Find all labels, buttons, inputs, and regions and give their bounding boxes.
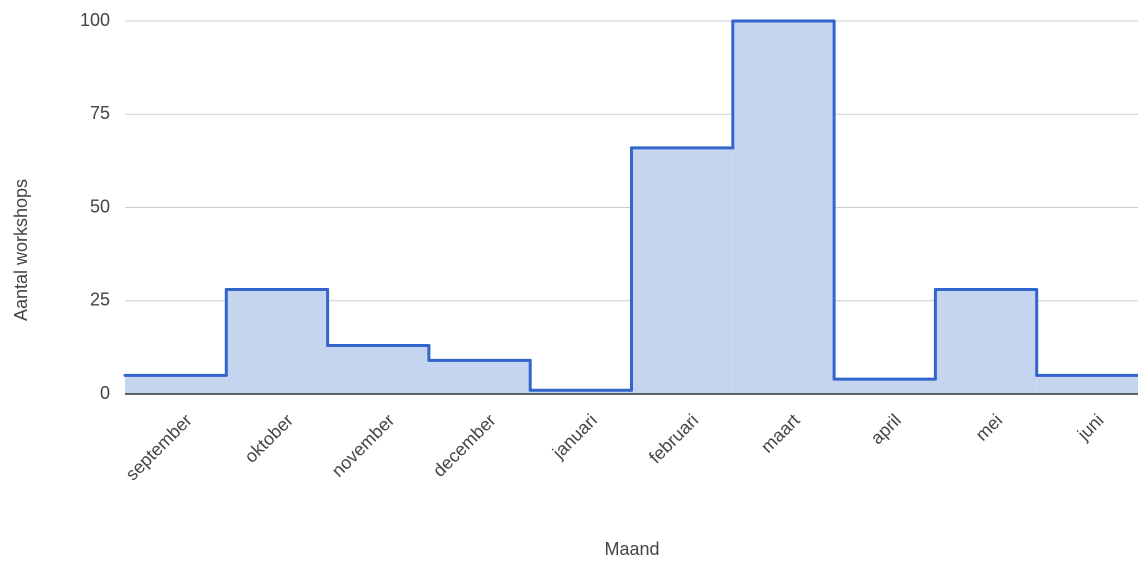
x-tick-label: januari [548,410,601,463]
x-tick-label: mei [972,410,1007,445]
area-step [732,21,835,394]
y-tick-label: 0 [100,383,110,403]
x-tick-label: maart [757,410,804,457]
x-tick-label: september [122,410,196,484]
y-tick-label: 50 [90,196,110,216]
area-step [1036,375,1138,394]
area-step [834,379,936,394]
x-tick-label: oktober [241,410,298,467]
x-tick-label: december [429,410,500,481]
x-tick-label: november [328,410,399,481]
y-tick-label: 25 [90,290,110,310]
x-axis-label: Maand [604,539,659,559]
y-axis-label: Aantal workshops [11,179,31,321]
x-tick-label: februari [645,410,702,467]
area-step [631,147,733,394]
area-step [935,289,1037,394]
area-step [327,345,429,394]
y-tick-label: 100 [80,10,110,30]
y-tick-label: 75 [90,103,110,123]
area-step [226,289,328,394]
area-step [428,360,531,394]
area-step [125,375,227,394]
x-tick-label: juni [1073,410,1108,445]
area-step [530,390,632,394]
x-tick-label: april [867,410,905,448]
